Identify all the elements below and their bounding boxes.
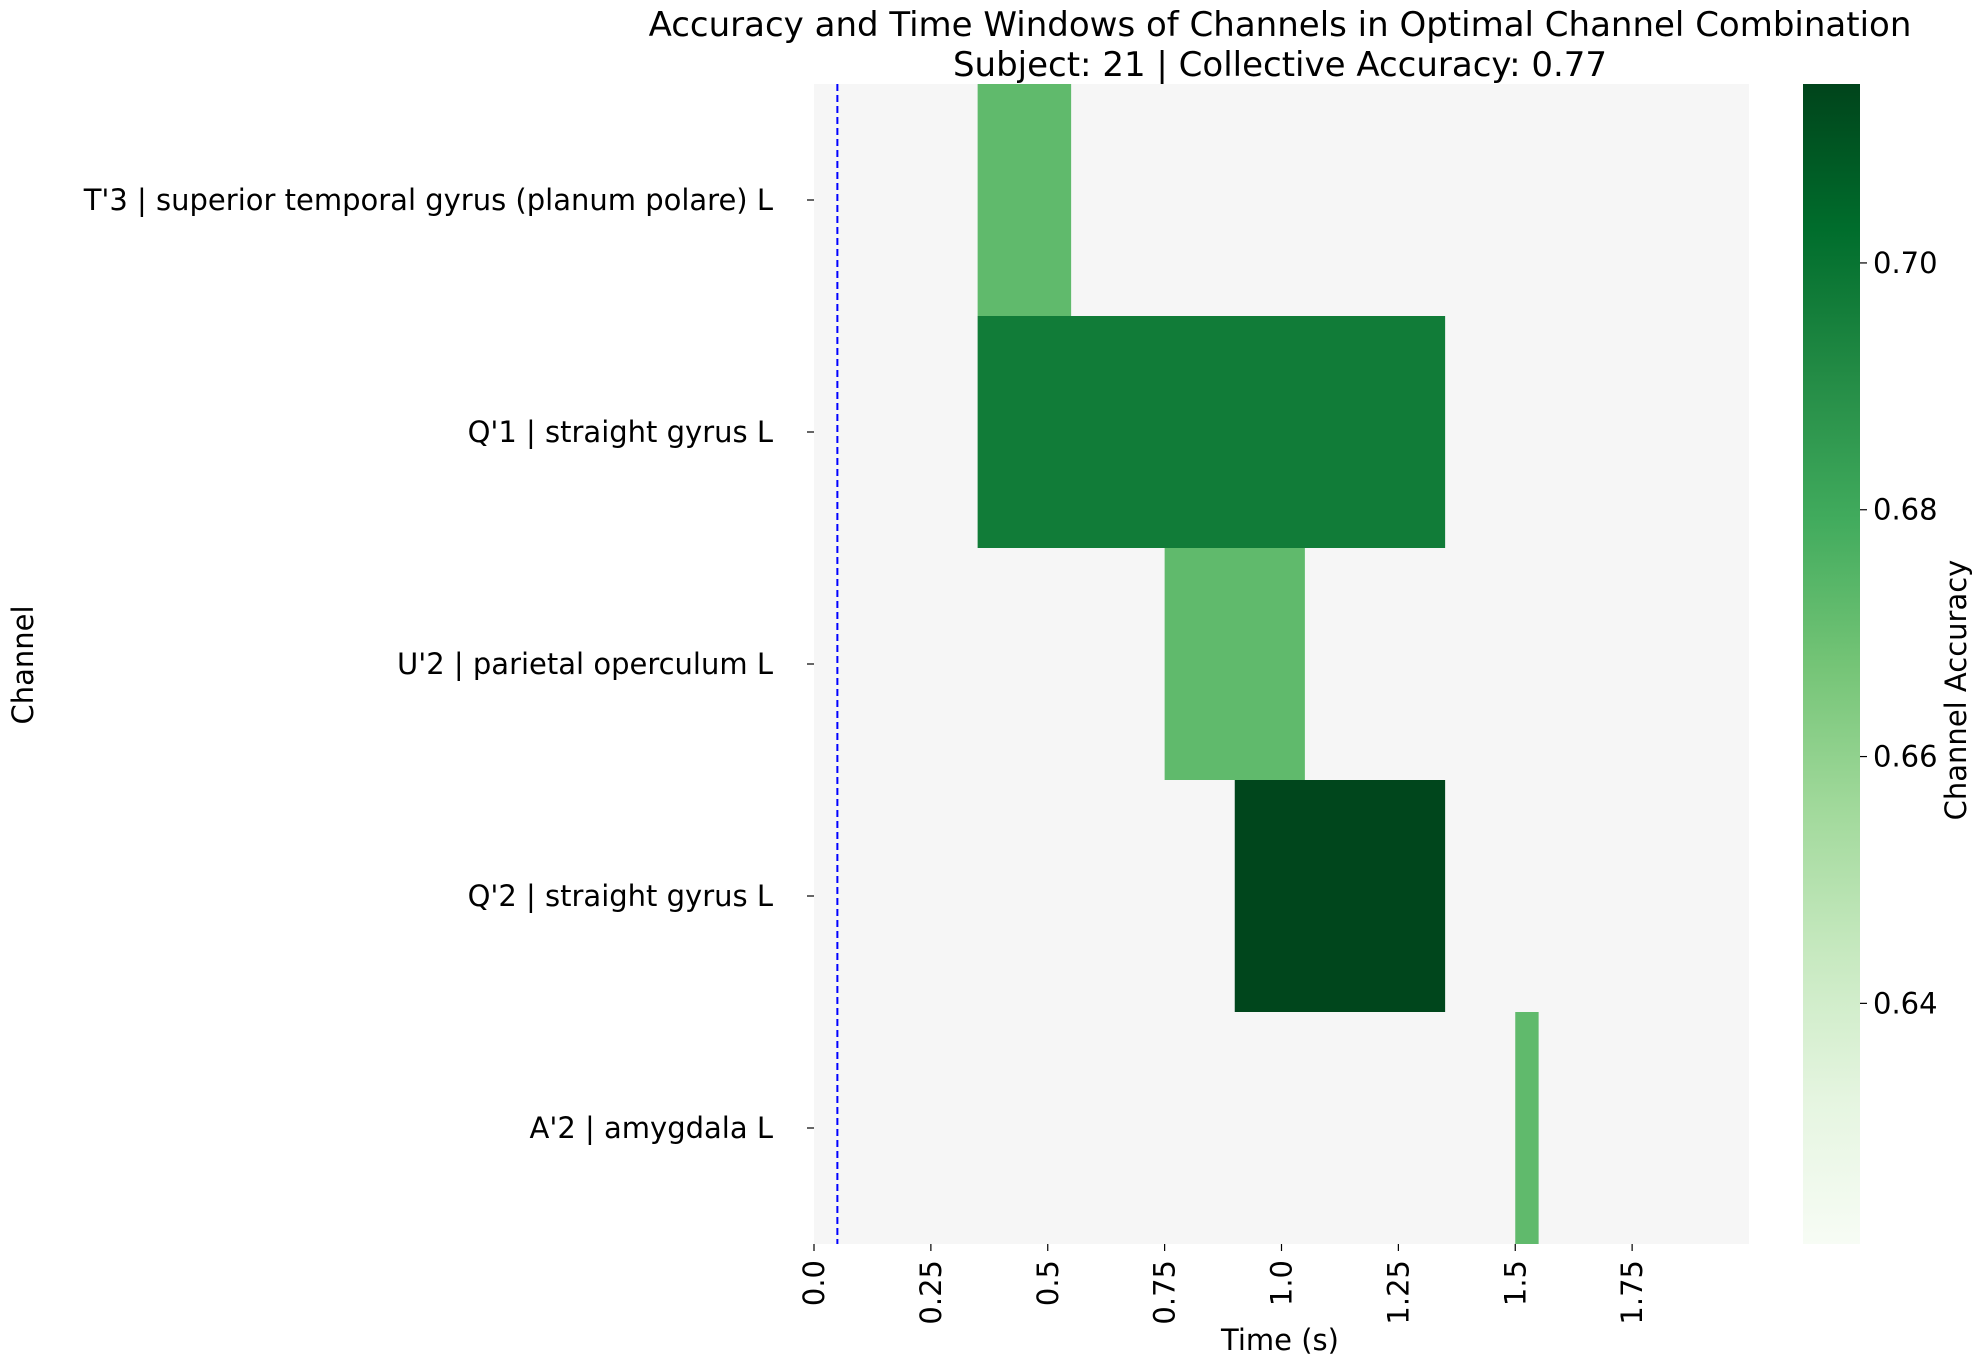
colorbar-tick-label: 0.68 <box>1873 493 1938 527</box>
x-tick-label: 1.75 <box>1615 1260 1649 1325</box>
x-tick-label: 1.5 <box>1498 1260 1532 1306</box>
x-tick-label: 1.0 <box>1265 1260 1299 1306</box>
heatmap-cell-0 <box>977 84 1072 316</box>
colorbar: 0.64 0.66 0.68 0.70 <box>1803 84 1938 1244</box>
colorbar-tick-label: 0.70 <box>1873 246 1938 280</box>
y-tick-label: Q'1 | straight gyrus L <box>468 415 773 449</box>
x-tick-label: 1.25 <box>1381 1260 1415 1325</box>
x-tick-label: 0.75 <box>1148 1260 1182 1325</box>
colorbar-tick-label: 0.64 <box>1873 986 1938 1020</box>
heatmap-cell-1 <box>977 316 1446 548</box>
x-tick-label: 0.0 <box>797 1260 831 1306</box>
x-tick-label: 0.5 <box>1031 1260 1065 1306</box>
heatmap-cell-2 <box>1164 548 1305 780</box>
y-tick-label: Q'2 | straight gyrus L <box>468 879 773 913</box>
x-tick-label: 0.25 <box>914 1260 948 1325</box>
chart-subtitle: Subject: 21 | Collective Accuracy: 0.77 <box>953 45 1607 85</box>
plot-area <box>814 84 1749 1244</box>
y-axis-label: Channel <box>6 605 40 724</box>
chart-title: Accuracy and Time Windows of Channels in… <box>649 5 1912 45</box>
y-axis: T'3 | superior temporal gyrus (planum po… <box>83 183 814 1145</box>
y-tick-label: T'3 | superior temporal gyrus (planum po… <box>83 183 773 217</box>
x-axis: 0.0 0.25 0.5 0.75 1.0 1.25 1.5 1.75 <box>797 1244 1649 1325</box>
colorbar-label: Channel Accuracy <box>1939 560 1973 821</box>
y-tick-label: A'2 | amygdala L <box>530 1111 773 1145</box>
colorbar-tick-label: 0.66 <box>1873 740 1938 774</box>
heatmap-cell-3 <box>1234 780 1446 1012</box>
y-tick-label: U'2 | parietal operculum L <box>397 647 773 681</box>
x-axis-label: Time (s) <box>1220 1323 1339 1357</box>
heatmap-cell-4 <box>1515 1012 1539 1244</box>
colorbar-gradient <box>1803 84 1860 1244</box>
